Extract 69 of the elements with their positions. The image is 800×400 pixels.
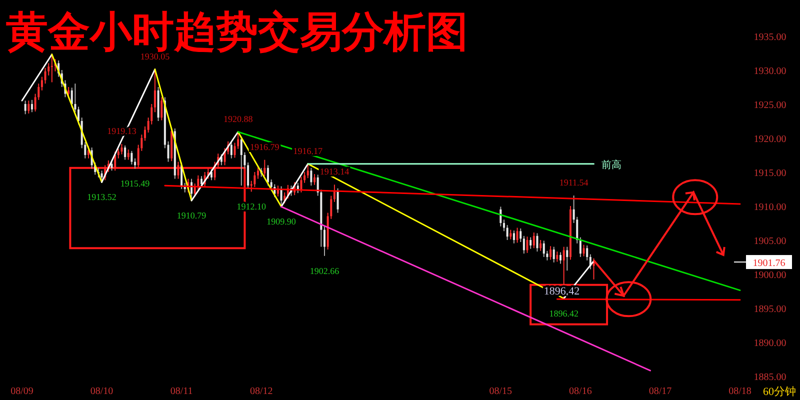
candlestick	[266, 164, 269, 186]
candlestick	[254, 172, 256, 188]
annotation: 1915.49	[120, 178, 150, 189]
x-tick-label: 08/10	[90, 386, 114, 397]
candlestick	[110, 160, 113, 172]
candlestick	[124, 144, 126, 160]
y-tick-label: 1905.00	[754, 236, 786, 247]
annotation: 1913.52	[87, 192, 116, 202]
candlestick	[230, 142, 232, 159]
y-tick-label: 1930.00	[754, 66, 786, 77]
x-tick-label: 08/15	[489, 386, 512, 397]
candlestick	[160, 96, 163, 121]
candlestick	[257, 166, 260, 180]
series-label: 前高	[602, 158, 622, 171]
annotation: 1911.54	[559, 178, 589, 188]
candlestick	[234, 142, 236, 158]
text: 60分钟	[763, 386, 796, 398]
annotation: 1930.05	[140, 52, 170, 62]
y-tick-label: 1920.00	[754, 134, 786, 145]
x-tick-label: 08/12	[250, 386, 273, 397]
candlestick	[310, 167, 312, 186]
annotation: 1909.90	[266, 216, 296, 227]
ref-line-label: 1901.76	[752, 258, 786, 270]
y-tick-label: 1910.00	[754, 202, 786, 213]
x-tick-label: 08/17	[648, 386, 672, 397]
annotation: 1920.88	[223, 114, 254, 124]
annotation: 1910.79	[176, 210, 207, 221]
annotation: 1902.66	[310, 266, 340, 276]
candlestick	[30, 99, 33, 113]
y-tick-label: 1885.00	[754, 372, 786, 383]
candlestick	[280, 186, 282, 208]
x-tick-label: 08/11	[170, 386, 193, 397]
candlestick	[28, 100, 30, 114]
candlestick	[40, 76, 43, 91]
annotation: 1896.42	[549, 308, 578, 318]
candlestick	[117, 148, 120, 159]
candlestick	[130, 150, 133, 166]
candlestick	[127, 149, 130, 160]
candlestick	[304, 172, 306, 184]
candlestick	[154, 69, 156, 113]
y-tick-label: 1895.00	[754, 304, 786, 315]
candlestick	[144, 126, 146, 142]
candlestick	[120, 143, 123, 155]
x-tick-label: 08/18	[728, 386, 752, 397]
candlestick	[264, 159, 266, 177]
candlestick	[300, 176, 302, 193]
candlestick	[240, 136, 242, 186]
y-tick-label: 1890.00	[754, 338, 786, 349]
candlestick	[247, 162, 250, 189]
candlestick	[177, 161, 180, 180]
y-tick-label: 1915.00	[754, 168, 786, 179]
annotation: 1916.79	[250, 142, 280, 152]
candlestick	[50, 54, 53, 83]
candlestick	[114, 151, 116, 172]
candlestick	[74, 83, 76, 113]
candlestick	[323, 226, 326, 256]
x-tick-label: 08/09	[10, 386, 34, 397]
candlestick	[44, 67, 46, 84]
candlestick	[306, 164, 309, 179]
candlestick	[237, 132, 240, 150]
candlestick	[314, 174, 316, 186]
y-tick-label: 1935.00	[754, 32, 786, 43]
x-tick-label: 08/16	[569, 386, 592, 397]
y-tick-label: 1900.00	[754, 270, 786, 281]
y-tick-label: 1925.00	[754, 100, 786, 111]
candlestick	[24, 100, 26, 115]
candlestick	[78, 106, 80, 125]
candlestick	[167, 140, 170, 162]
candlestick	[336, 188, 339, 214]
